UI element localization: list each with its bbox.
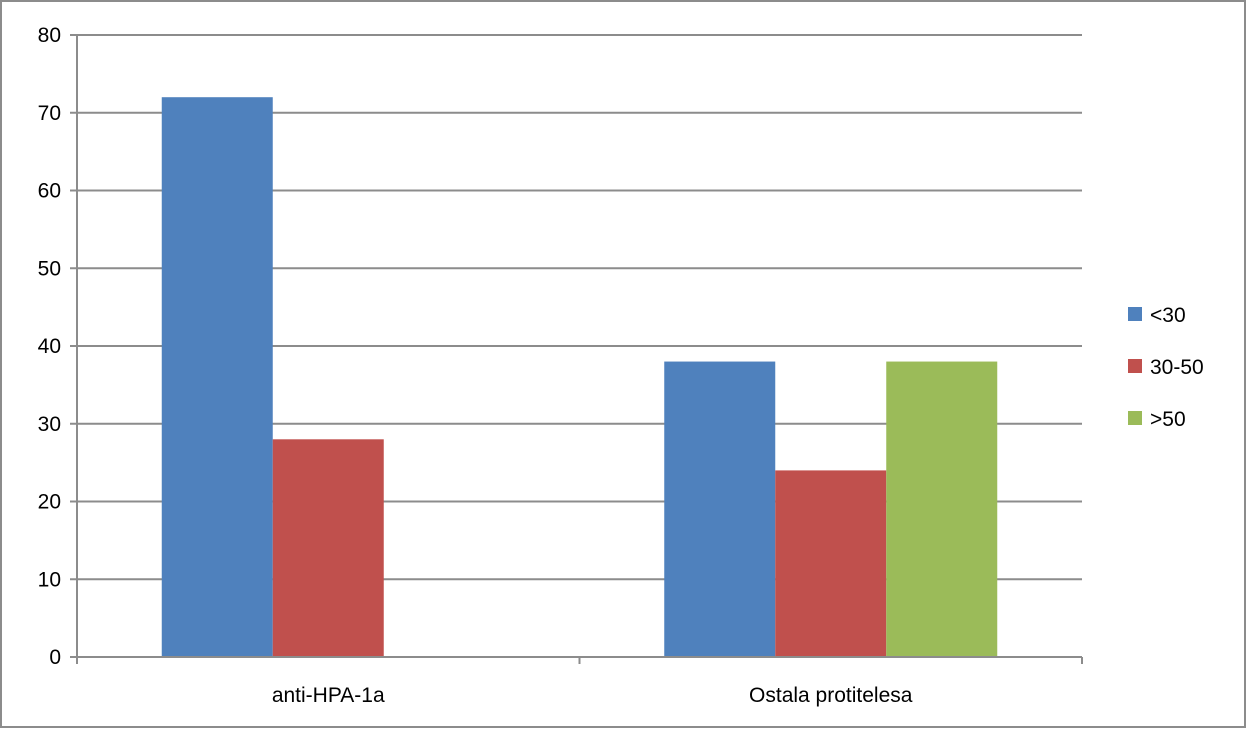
- legend-label: >50: [1150, 408, 1186, 431]
- y-tick-label: 10: [38, 568, 61, 591]
- bar: [886, 361, 998, 657]
- y-tick-label: 50: [38, 257, 61, 280]
- legend-swatch: [1128, 359, 1142, 373]
- y-tick-label: 70: [38, 102, 61, 125]
- y-tick-label: 60: [38, 180, 61, 203]
- x-tick-label: anti-HPA-1a: [272, 684, 385, 707]
- y-tick-label: 40: [38, 335, 61, 358]
- bars: [161, 97, 998, 657]
- bar: [664, 361, 776, 657]
- legend-label: 30-50: [1150, 356, 1204, 379]
- y-tick-label: 80: [38, 24, 61, 47]
- axes: [70, 34, 1083, 664]
- y-tick-label: 0: [49, 646, 61, 669]
- y-tick-labels: 0 10 20 30 40 50 60 70 80: [38, 24, 61, 669]
- legend-swatch: [1128, 411, 1142, 425]
- legend: <30 30-50 >50: [1128, 304, 1204, 431]
- x-tick-label: Ostala protitelesa: [749, 684, 913, 707]
- y-tick-label: 20: [38, 491, 61, 514]
- x-tick-labels: anti-HPA-1a Ostala protitelesa: [272, 684, 913, 707]
- bar: [272, 439, 384, 657]
- bar: [161, 97, 273, 657]
- legend-swatch: [1128, 307, 1142, 321]
- bar: [775, 470, 887, 657]
- legend-label: <30: [1150, 304, 1186, 327]
- y-tick-label: 30: [38, 413, 61, 436]
